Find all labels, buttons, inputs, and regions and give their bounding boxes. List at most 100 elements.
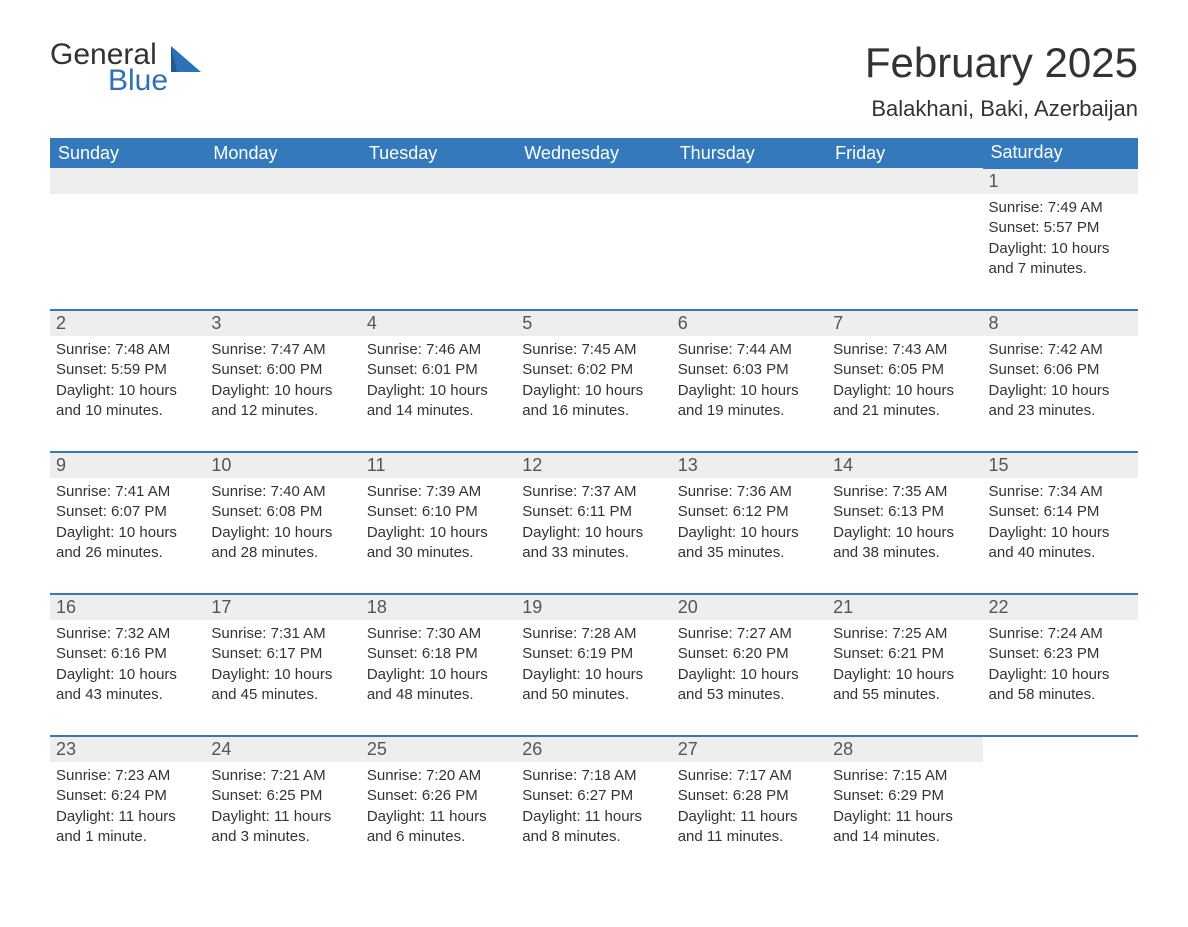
sunrise-text: Sunrise: 7:43 AM — [833, 340, 976, 360]
daylight-text: Daylight: 10 hours and 58 minutes. — [989, 665, 1132, 706]
daylight-text: Daylight: 11 hours and 1 minute. — [56, 807, 199, 848]
calendar-day-cell: 10Sunrise: 7:40 AMSunset: 6:08 PMDayligh… — [205, 452, 360, 594]
sunset-text: Sunset: 6:08 PM — [211, 502, 354, 522]
daylight-text: Daylight: 10 hours and 7 minutes. — [989, 239, 1132, 280]
daylight-text: Daylight: 10 hours and 28 minutes. — [211, 523, 354, 564]
sunset-text: Sunset: 6:25 PM — [211, 786, 354, 806]
sunrise-text: Sunrise: 7:40 AM — [211, 482, 354, 502]
sunrise-text: Sunrise: 7:46 AM — [367, 340, 510, 360]
calendar-day-cell: 24Sunrise: 7:21 AMSunset: 6:25 PMDayligh… — [205, 736, 360, 877]
calendar-day-cell: 4Sunrise: 7:46 AMSunset: 6:01 PMDaylight… — [361, 310, 516, 452]
sunset-text: Sunset: 6:12 PM — [678, 502, 821, 522]
sunset-text: Sunset: 6:29 PM — [833, 786, 976, 806]
calendar-day-cell — [672, 168, 827, 310]
sunrise-text: Sunrise: 7:35 AM — [833, 482, 976, 502]
day-details: Sunrise: 7:42 AMSunset: 6:06 PMDaylight:… — [983, 336, 1138, 451]
sunrise-text: Sunrise: 7:49 AM — [989, 198, 1132, 218]
title-block: February 2025 Balakhani, Baki, Azerbaija… — [865, 40, 1138, 122]
sunrise-text: Sunrise: 7:41 AM — [56, 482, 199, 502]
daylight-text: Daylight: 10 hours and 45 minutes. — [211, 665, 354, 706]
day-number: 15 — [983, 453, 1138, 478]
sunset-text: Sunset: 6:18 PM — [367, 644, 510, 664]
dow-friday: Friday — [827, 138, 982, 168]
calendar-day-cell — [516, 168, 671, 310]
calendar-day-cell: 25Sunrise: 7:20 AMSunset: 6:26 PMDayligh… — [361, 736, 516, 877]
day-details: Sunrise: 7:46 AMSunset: 6:01 PMDaylight:… — [361, 336, 516, 451]
daylight-text: Daylight: 10 hours and 16 minutes. — [522, 381, 665, 422]
day-details: Sunrise: 7:32 AMSunset: 6:16 PMDaylight:… — [50, 620, 205, 735]
calendar-day-cell: 11Sunrise: 7:39 AMSunset: 6:10 PMDayligh… — [361, 452, 516, 594]
sunrise-text: Sunrise: 7:45 AM — [522, 340, 665, 360]
day-number: 7 — [827, 311, 982, 336]
daylight-text: Daylight: 10 hours and 55 minutes. — [833, 665, 976, 706]
daylight-text: Daylight: 10 hours and 33 minutes. — [522, 523, 665, 564]
calendar-day-cell: 13Sunrise: 7:36 AMSunset: 6:12 PMDayligh… — [672, 452, 827, 594]
daylight-text: Daylight: 10 hours and 50 minutes. — [522, 665, 665, 706]
calendar-day-cell: 7Sunrise: 7:43 AMSunset: 6:05 PMDaylight… — [827, 310, 982, 452]
brand-logo: General Blue — [50, 40, 205, 96]
day-number: 26 — [516, 737, 671, 762]
day-details: Sunrise: 7:40 AMSunset: 6:08 PMDaylight:… — [205, 478, 360, 593]
calendar-day-cell: 21Sunrise: 7:25 AMSunset: 6:21 PMDayligh… — [827, 594, 982, 736]
dow-monday: Monday — [205, 138, 360, 168]
day-number: 2 — [50, 311, 205, 336]
day-number: 10 — [205, 453, 360, 478]
day-number: 12 — [516, 453, 671, 478]
sunrise-text: Sunrise: 7:28 AM — [522, 624, 665, 644]
sunrise-text: Sunrise: 7:32 AM — [56, 624, 199, 644]
sunset-text: Sunset: 5:57 PM — [989, 218, 1132, 238]
sunrise-text: Sunrise: 7:34 AM — [989, 482, 1132, 502]
day-details: Sunrise: 7:25 AMSunset: 6:21 PMDaylight:… — [827, 620, 982, 735]
daylight-text: Daylight: 11 hours and 3 minutes. — [211, 807, 354, 848]
sunset-text: Sunset: 6:06 PM — [989, 360, 1132, 380]
sunset-text: Sunset: 6:20 PM — [678, 644, 821, 664]
day-details: Sunrise: 7:39 AMSunset: 6:10 PMDaylight:… — [361, 478, 516, 593]
sunset-text: Sunset: 6:13 PM — [833, 502, 976, 522]
day-details: Sunrise: 7:34 AMSunset: 6:14 PMDaylight:… — [983, 478, 1138, 593]
calendar-day-cell: 5Sunrise: 7:45 AMSunset: 6:02 PMDaylight… — [516, 310, 671, 452]
daylight-text: Daylight: 10 hours and 12 minutes. — [211, 381, 354, 422]
day-of-week-header: Sunday Monday Tuesday Wednesday Thursday… — [50, 138, 1138, 168]
calendar-day-cell: 12Sunrise: 7:37 AMSunset: 6:11 PMDayligh… — [516, 452, 671, 594]
dow-wednesday: Wednesday — [516, 138, 671, 168]
day-number: 20 — [672, 595, 827, 620]
sunrise-text: Sunrise: 7:24 AM — [989, 624, 1132, 644]
day-details: Sunrise: 7:27 AMSunset: 6:20 PMDaylight:… — [672, 620, 827, 735]
calendar-day-cell: 22Sunrise: 7:24 AMSunset: 6:23 PMDayligh… — [983, 594, 1138, 736]
calendar-week-row: 23Sunrise: 7:23 AMSunset: 6:24 PMDayligh… — [50, 736, 1138, 877]
sunrise-text: Sunrise: 7:20 AM — [367, 766, 510, 786]
calendar-day-cell — [983, 736, 1138, 877]
sunrise-text: Sunrise: 7:30 AM — [367, 624, 510, 644]
calendar-day-cell — [50, 168, 205, 310]
month-title: February 2025 — [865, 40, 1138, 86]
day-number: 17 — [205, 595, 360, 620]
calendar-day-cell — [205, 168, 360, 310]
calendar-page: General Blue February 2025 Balakhani, Ba… — [0, 0, 1188, 927]
day-details: Sunrise: 7:35 AMSunset: 6:13 PMDaylight:… — [827, 478, 982, 593]
calendar-day-cell: 6Sunrise: 7:44 AMSunset: 6:03 PMDaylight… — [672, 310, 827, 452]
sunset-text: Sunset: 5:59 PM — [56, 360, 199, 380]
sunset-text: Sunset: 6:24 PM — [56, 786, 199, 806]
brand-word-2: Blue — [108, 66, 168, 96]
daylight-text: Daylight: 11 hours and 11 minutes. — [678, 807, 821, 848]
sunrise-text: Sunrise: 7:42 AM — [989, 340, 1132, 360]
day-number: 21 — [827, 595, 982, 620]
day-number: 25 — [361, 737, 516, 762]
sunset-text: Sunset: 6:28 PM — [678, 786, 821, 806]
sunset-text: Sunset: 6:16 PM — [56, 644, 199, 664]
daylight-text: Daylight: 11 hours and 14 minutes. — [833, 807, 976, 848]
day-details: Sunrise: 7:20 AMSunset: 6:26 PMDaylight:… — [361, 762, 516, 877]
day-number: 18 — [361, 595, 516, 620]
day-number: 27 — [672, 737, 827, 762]
sunset-text: Sunset: 6:00 PM — [211, 360, 354, 380]
day-details: Sunrise: 7:44 AMSunset: 6:03 PMDaylight:… — [672, 336, 827, 451]
dow-saturday: Saturday — [983, 138, 1138, 168]
day-number: 6 — [672, 311, 827, 336]
calendar-week-row: 9Sunrise: 7:41 AMSunset: 6:07 PMDaylight… — [50, 452, 1138, 594]
calendar-day-cell: 27Sunrise: 7:17 AMSunset: 6:28 PMDayligh… — [672, 736, 827, 877]
day-details: Sunrise: 7:15 AMSunset: 6:29 PMDaylight:… — [827, 762, 982, 877]
day-details: Sunrise: 7:36 AMSunset: 6:12 PMDaylight:… — [672, 478, 827, 593]
sunset-text: Sunset: 6:19 PM — [522, 644, 665, 664]
location-text: Balakhani, Baki, Azerbaijan — [865, 96, 1138, 122]
sunset-text: Sunset: 6:14 PM — [989, 502, 1132, 522]
